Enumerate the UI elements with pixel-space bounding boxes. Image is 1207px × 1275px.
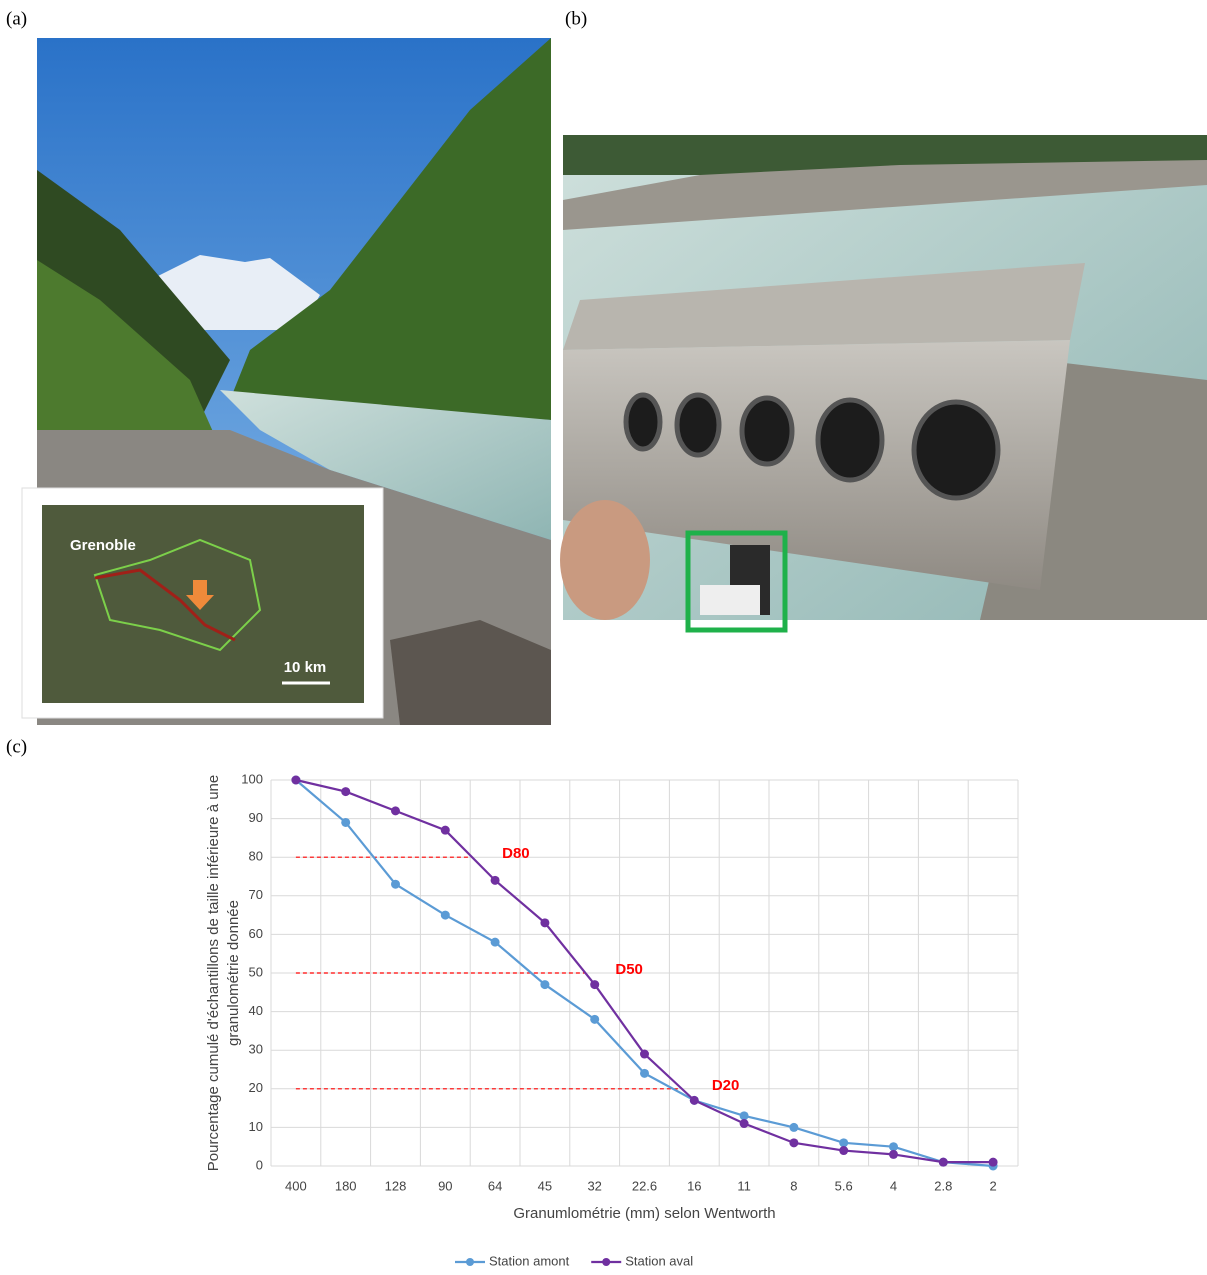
data-point bbox=[889, 1149, 898, 1159]
y-tick-label: 0 bbox=[256, 1157, 263, 1172]
y-axis-label: granulométrie donnée bbox=[225, 900, 242, 1046]
x-tick-label: 4 bbox=[890, 1178, 897, 1193]
data-point bbox=[689, 1095, 699, 1105]
data-point bbox=[540, 918, 550, 928]
data-point bbox=[739, 1119, 749, 1129]
annotation-label: D20 bbox=[712, 1077, 740, 1094]
data-point bbox=[938, 1157, 948, 1167]
y-tick-label: 90 bbox=[249, 810, 263, 825]
data-point bbox=[789, 1122, 799, 1132]
y-tick-label: 70 bbox=[249, 887, 263, 902]
y-tick-label: 40 bbox=[249, 1003, 263, 1018]
x-tick-label: 400 bbox=[285, 1178, 307, 1193]
x-tick-label: 16 bbox=[687, 1178, 701, 1193]
x-axis-label: Granumlométrie (mm) selon Wentworth bbox=[513, 1205, 775, 1222]
x-tick-label: 32 bbox=[587, 1178, 601, 1193]
annotation-label: D50 bbox=[615, 961, 643, 978]
legend-marker bbox=[602, 1258, 611, 1266]
y-tick-label: 30 bbox=[249, 1042, 263, 1057]
y-tick-label: 80 bbox=[249, 849, 263, 864]
chart: 0 10 20 30 40 50 60 70 80 90 100 400 180 128 90 64 45 32 2… bbox=[205, 771, 1019, 1268]
legend-label: Station aval bbox=[625, 1253, 693, 1268]
y-axis-label: Pourcentage cumulé d'échantillons de tai… bbox=[205, 775, 222, 1171]
x-tick-label: 128 bbox=[385, 1178, 407, 1193]
x-tick-label: 45 bbox=[538, 1178, 552, 1193]
data-point bbox=[490, 937, 500, 947]
x-tick-label: 22.6 bbox=[632, 1178, 657, 1193]
photo-sampler bbox=[560, 135, 1207, 633]
panel-label: (a) bbox=[6, 8, 27, 29]
y-tick-label: 100 bbox=[241, 771, 263, 786]
x-tick-label: 2.8 bbox=[934, 1178, 952, 1193]
data-point bbox=[391, 806, 400, 816]
data-point bbox=[341, 787, 351, 797]
y-tick-label: 10 bbox=[249, 1119, 263, 1134]
data-point bbox=[988, 1157, 998, 1167]
data-point bbox=[291, 775, 301, 785]
x-tick-label: 90 bbox=[438, 1178, 452, 1193]
data-point bbox=[839, 1138, 849, 1148]
x-tick-label: 11 bbox=[737, 1178, 751, 1193]
x-tick-label: 8 bbox=[790, 1178, 797, 1193]
series-line bbox=[295, 778, 994, 1164]
x-tick-label: 64 bbox=[488, 1178, 502, 1193]
x-tick-label: 2 bbox=[989, 1178, 996, 1193]
data-point bbox=[440, 910, 450, 920]
map-inset: Grenoble 10 km bbox=[21, 487, 384, 719]
data-point bbox=[789, 1138, 799, 1148]
data-point bbox=[391, 879, 400, 889]
panel-label: (c) bbox=[6, 736, 27, 757]
legend-marker bbox=[466, 1258, 474, 1266]
data-point bbox=[440, 825, 450, 835]
data-point bbox=[341, 817, 351, 827]
data-point bbox=[839, 1146, 849, 1156]
data-point bbox=[490, 875, 500, 885]
annotation-label: D80 bbox=[502, 845, 530, 862]
x-tick-label: 5.6 bbox=[835, 1178, 853, 1193]
data-point bbox=[590, 980, 600, 990]
y-tick-label: 60 bbox=[249, 926, 263, 941]
data-point bbox=[540, 980, 550, 990]
y-tick-label: 20 bbox=[249, 1080, 263, 1095]
y-tick-label: 50 bbox=[249, 964, 263, 979]
data-point bbox=[889, 1142, 898, 1152]
data-point bbox=[640, 1049, 649, 1059]
data-point bbox=[590, 1014, 600, 1024]
data-point bbox=[739, 1111, 749, 1121]
legend-label: Station amont bbox=[489, 1253, 570, 1268]
map-city: Grenoble bbox=[70, 537, 136, 554]
data-point bbox=[640, 1068, 649, 1078]
x-tick-label: 180 bbox=[335, 1178, 357, 1193]
map-scale: 10 km bbox=[284, 659, 327, 676]
panel-label: (b) bbox=[565, 8, 587, 29]
